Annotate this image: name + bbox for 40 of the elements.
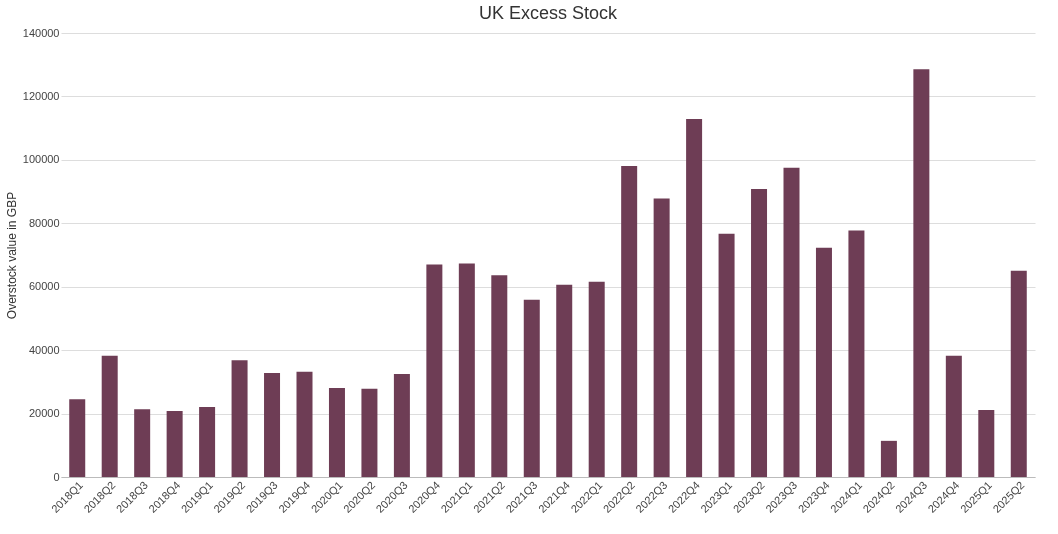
bar — [166, 411, 183, 477]
y-axis-title: Overstock value in GBP — [4, 191, 19, 320]
bar — [751, 189, 768, 477]
bar — [686, 118, 703, 477]
bar — [296, 371, 313, 477]
chart-title: UK Excess Stock — [478, 3, 619, 23]
bar — [264, 372, 281, 477]
bar — [621, 165, 638, 477]
bar — [653, 198, 670, 477]
bar — [588, 281, 605, 477]
bar — [134, 409, 151, 477]
y-tick-label: 20000 — [28, 407, 60, 420]
y-tick-label: 40000 — [28, 343, 60, 356]
y-tick-label: 100000 — [22, 153, 60, 166]
y-tick-label: 80000 — [28, 216, 60, 229]
bar — [69, 399, 86, 477]
bar — [393, 373, 410, 477]
bar — [361, 388, 378, 477]
bar — [491, 275, 508, 477]
y-tick-label: 0 — [53, 470, 60, 483]
bar — [783, 167, 800, 477]
bar — [1010, 270, 1027, 477]
bar — [880, 440, 897, 477]
bar — [848, 230, 865, 477]
bar — [101, 355, 118, 477]
bar — [426, 264, 443, 477]
bar — [523, 299, 540, 477]
y-tick-label: 60000 — [28, 280, 60, 293]
bar — [945, 355, 962, 477]
bar — [231, 360, 248, 477]
bar — [978, 410, 995, 477]
bar — [815, 247, 832, 477]
bar — [199, 406, 216, 477]
bar — [328, 387, 345, 477]
bar — [556, 284, 573, 477]
y-tick-label: 120000 — [22, 89, 60, 102]
y-tick-label: 140000 — [22, 26, 60, 39]
bar — [458, 263, 475, 477]
bar — [913, 69, 930, 477]
bar — [718, 233, 735, 477]
